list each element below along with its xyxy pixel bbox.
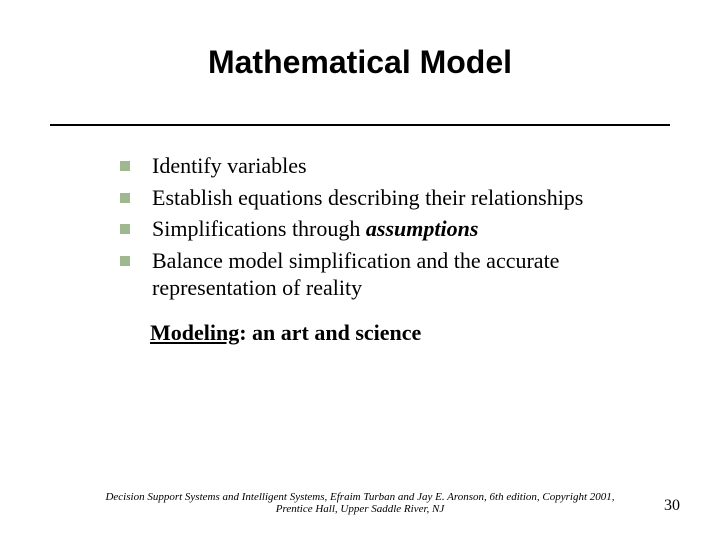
square-bullet-icon — [120, 161, 130, 171]
bullet-text: Establish equations describing their rel… — [152, 184, 583, 212]
title-divider — [50, 124, 670, 126]
bullet-text: Identify variables — [152, 152, 307, 180]
square-bullet-icon — [120, 256, 130, 266]
square-bullet-icon — [120, 193, 130, 203]
tagline-rest: : an art and science — [239, 320, 421, 345]
bullet-text: Simplifications through assumptions — [152, 215, 478, 243]
tagline: Modeling: an art and science — [150, 320, 421, 346]
bullet-list: Identify variables Establish equations d… — [120, 152, 660, 306]
slide-title: Mathematical Model — [0, 44, 720, 81]
bullet-text: Balance model simplification and the acc… — [152, 247, 660, 302]
footer-citation: Decision Support Systems and Intelligent… — [0, 491, 720, 516]
footer-rest: , Efraim Turban and Jay E. Aronson, 6th … — [276, 491, 615, 516]
tagline-underline: Modeling — [150, 320, 239, 345]
footer-book-title: Decision Support Systems and Intelligent… — [105, 491, 324, 503]
page-number: 30 — [664, 497, 680, 515]
list-item: Identify variables — [120, 152, 660, 180]
list-item: Establish equations describing their rel… — [120, 184, 660, 212]
list-item: Balance model simplification and the acc… — [120, 247, 660, 302]
square-bullet-icon — [120, 224, 130, 234]
list-item: Simplifications through assumptions — [120, 215, 660, 243]
